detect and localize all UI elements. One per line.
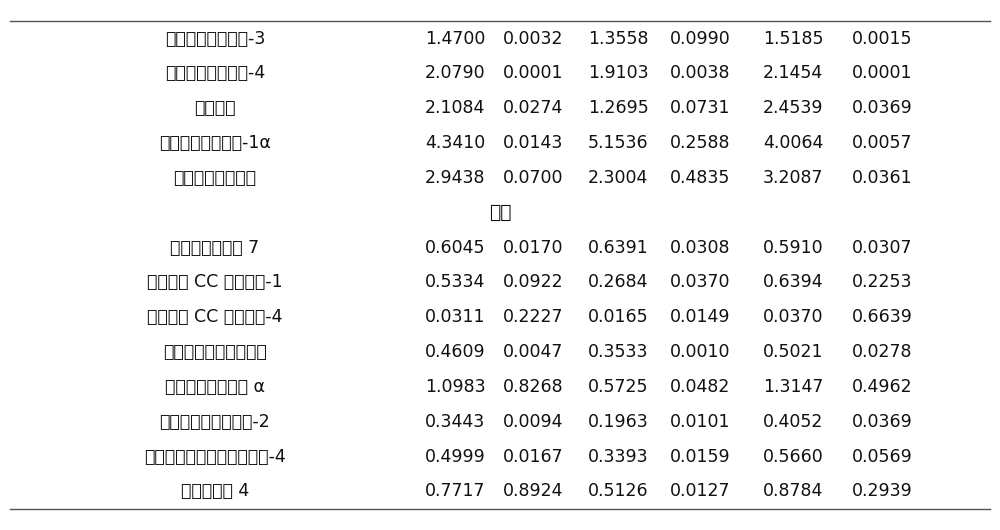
Text: 0.8268: 0.8268 bbox=[503, 378, 563, 396]
Text: 0.0032: 0.0032 bbox=[503, 30, 563, 48]
Text: 0.0990: 0.0990 bbox=[670, 30, 730, 48]
Text: 0.0369: 0.0369 bbox=[852, 413, 912, 431]
Text: 1.9103: 1.9103 bbox=[588, 65, 648, 83]
Text: 0.0311: 0.0311 bbox=[425, 308, 485, 326]
Text: 0.0167: 0.0167 bbox=[503, 447, 563, 465]
Text: 0.4835: 0.4835 bbox=[670, 169, 730, 187]
Text: 0.6045: 0.6045 bbox=[425, 238, 485, 257]
Text: 2.1454: 2.1454 bbox=[763, 65, 823, 83]
Text: 0.2939: 0.2939 bbox=[852, 482, 912, 500]
Text: 0.0482: 0.0482 bbox=[670, 378, 730, 396]
Text: 0.0001: 0.0001 bbox=[852, 65, 912, 83]
Text: 0.3393: 0.3393 bbox=[588, 447, 648, 465]
Text: 3.2087: 3.2087 bbox=[763, 169, 823, 187]
Text: 0.0361: 0.0361 bbox=[852, 169, 912, 187]
Text: 4.0064: 4.0064 bbox=[763, 134, 823, 152]
Text: 0.0308: 0.0308 bbox=[670, 238, 730, 257]
Text: 血液滤过 CC 趋化因子-4: 血液滤过 CC 趋化因子-4 bbox=[147, 308, 283, 326]
Text: 4.3410: 4.3410 bbox=[425, 134, 485, 152]
Text: 单核细胞趋化因子-3: 单核细胞趋化因子-3 bbox=[165, 30, 265, 48]
Text: 0.2684: 0.2684 bbox=[588, 273, 648, 292]
Text: 0.2253: 0.2253 bbox=[852, 273, 912, 292]
Text: 1.3558: 1.3558 bbox=[588, 30, 648, 48]
Text: 0.0038: 0.0038 bbox=[670, 65, 730, 83]
Text: 0.0170: 0.0170 bbox=[503, 238, 563, 257]
Text: 0.6391: 0.6391 bbox=[588, 238, 648, 257]
Text: 1.4700: 1.4700 bbox=[425, 30, 485, 48]
Text: 0.6639: 0.6639 bbox=[852, 308, 912, 326]
Text: 人重组的巨噬细胞炎性蛋白-4: 人重组的巨噬细胞炎性蛋白-4 bbox=[144, 447, 286, 465]
Text: 1.3147: 1.3147 bbox=[763, 378, 823, 396]
Text: 0.0010: 0.0010 bbox=[670, 343, 730, 361]
Text: 0.7717: 0.7717 bbox=[425, 482, 485, 500]
Text: 0.4052: 0.4052 bbox=[763, 413, 823, 431]
Text: 胸腺表达趋化因子: 胸腺表达趋化因子 bbox=[174, 169, 256, 187]
Text: 0.3533: 0.3533 bbox=[588, 343, 648, 361]
Text: 0.0274: 0.0274 bbox=[503, 99, 563, 117]
Text: 0.5725: 0.5725 bbox=[588, 378, 648, 396]
Text: 酪氨酸蛋白激酶 7: 酪氨酸蛋白激酶 7 bbox=[170, 238, 260, 257]
Text: 0.2227: 0.2227 bbox=[503, 308, 563, 326]
Text: 5.1536: 5.1536 bbox=[588, 134, 648, 152]
Text: 单核细胞趋化因子-4: 单核细胞趋化因子-4 bbox=[165, 65, 265, 83]
Text: 2.1084: 2.1084 bbox=[425, 99, 485, 117]
Text: 0.0278: 0.0278 bbox=[852, 343, 912, 361]
Text: 中性粒细胞趋化蛋白-2: 中性粒细胞趋化蛋白-2 bbox=[160, 413, 270, 431]
Text: 0.0731: 0.0731 bbox=[670, 99, 730, 117]
Text: 1.0983: 1.0983 bbox=[425, 378, 485, 396]
Text: 0.0094: 0.0094 bbox=[503, 413, 563, 431]
Text: 下调: 下调 bbox=[489, 204, 511, 222]
Text: 0.2588: 0.2588 bbox=[670, 134, 730, 152]
Text: 血液滤过 CC 趋化因子-1: 血液滤过 CC 趋化因子-1 bbox=[147, 273, 283, 292]
Text: 0.0307: 0.0307 bbox=[852, 238, 912, 257]
Text: 1.5185: 1.5185 bbox=[763, 30, 823, 48]
Text: 0.4999: 0.4999 bbox=[425, 447, 485, 465]
Text: 0.0159: 0.0159 bbox=[670, 447, 730, 465]
Text: 0.0569: 0.0569 bbox=[852, 447, 912, 465]
Text: 2.4539: 2.4539 bbox=[763, 99, 823, 117]
Text: 基质细胞衍生因子-1α: 基质细胞衍生因子-1α bbox=[159, 134, 271, 152]
Text: 0.0047: 0.0047 bbox=[503, 343, 563, 361]
Text: 巨噬细胞刺激蛋白 α: 巨噬细胞刺激蛋白 α bbox=[165, 378, 265, 396]
Text: 0.0149: 0.0149 bbox=[670, 308, 730, 326]
Text: 巨噬细胞源性细胞因子: 巨噬细胞源性细胞因子 bbox=[163, 343, 267, 361]
Text: 0.4962: 0.4962 bbox=[852, 378, 912, 396]
Text: 0.0015: 0.0015 bbox=[852, 30, 912, 48]
Text: 0.5910: 0.5910 bbox=[763, 238, 823, 257]
Text: 0.8784: 0.8784 bbox=[763, 482, 823, 500]
Text: 血小板因子 4: 血小板因子 4 bbox=[181, 482, 249, 500]
Text: 0.5021: 0.5021 bbox=[763, 343, 823, 361]
Text: 2.0790: 2.0790 bbox=[425, 65, 485, 83]
Text: 0.1963: 0.1963 bbox=[588, 413, 648, 431]
Text: 0.0369: 0.0369 bbox=[852, 99, 912, 117]
Text: 骨桥蛋白: 骨桥蛋白 bbox=[194, 99, 236, 117]
Text: 0.3443: 0.3443 bbox=[425, 413, 485, 431]
Text: 0.8924: 0.8924 bbox=[503, 482, 563, 500]
Text: 0.0370: 0.0370 bbox=[763, 308, 823, 326]
Text: 0.4609: 0.4609 bbox=[425, 343, 485, 361]
Text: 2.9438: 2.9438 bbox=[425, 169, 485, 187]
Text: 0.5334: 0.5334 bbox=[425, 273, 485, 292]
Text: 0.0001: 0.0001 bbox=[503, 65, 563, 83]
Text: 0.0101: 0.0101 bbox=[670, 413, 730, 431]
Text: 0.0922: 0.0922 bbox=[503, 273, 563, 292]
Text: 0.0700: 0.0700 bbox=[503, 169, 563, 187]
Text: 0.0127: 0.0127 bbox=[670, 482, 730, 500]
Text: 1.2695: 1.2695 bbox=[588, 99, 648, 117]
Text: 0.0143: 0.0143 bbox=[503, 134, 563, 152]
Text: 0.5126: 0.5126 bbox=[588, 482, 648, 500]
Text: 0.0370: 0.0370 bbox=[670, 273, 730, 292]
Text: 0.0057: 0.0057 bbox=[852, 134, 912, 152]
Text: 0.5660: 0.5660 bbox=[763, 447, 823, 465]
Text: 2.3004: 2.3004 bbox=[588, 169, 648, 187]
Text: 0.6394: 0.6394 bbox=[763, 273, 823, 292]
Text: 0.0165: 0.0165 bbox=[588, 308, 648, 326]
